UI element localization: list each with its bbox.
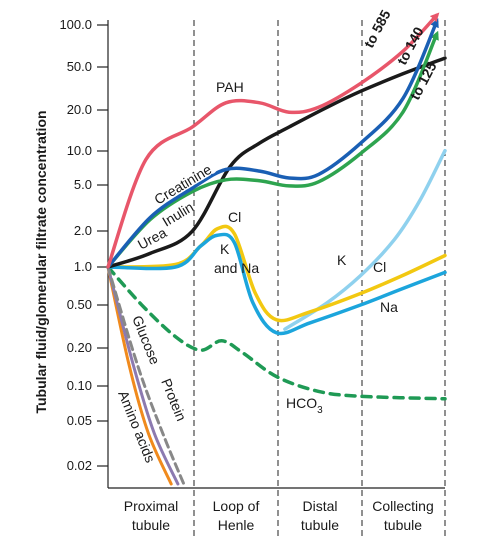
series-line-creatinine xyxy=(106,18,439,269)
y-tick-label: 0.10 xyxy=(67,378,92,393)
y-tick-label: 100.0 xyxy=(59,17,92,32)
y-tick-label: 0.05 xyxy=(67,413,92,428)
y-axis-label: Tubular fluid/glomerular filtrate concen… xyxy=(33,110,49,413)
segment-labels: Proximal tubule Loop of Henle Distal tub… xyxy=(124,498,434,533)
y-ticks: 100.0 50.0 20.0 10.0 5.0 2.0 1.0 0.50 0.… xyxy=(59,17,92,473)
y-tick-label: 0.02 xyxy=(67,458,92,473)
y-tick-label: 50.0 xyxy=(67,59,92,74)
y-tick-label: 5.0 xyxy=(74,177,92,192)
segment-label: Distal xyxy=(302,498,337,514)
series-line-amino-acids xyxy=(106,265,173,486)
segment-label: Henle xyxy=(218,517,255,533)
segment-dividers xyxy=(193,20,446,540)
segment-label: Collecting xyxy=(372,498,433,514)
y-tick-label: 0.20 xyxy=(67,340,92,355)
y-tick-label: 0.50 xyxy=(67,297,92,312)
y-tick-label: 2.0 xyxy=(74,223,92,238)
segment-label: tubule xyxy=(132,517,170,533)
series-label-cl-loop: Cl xyxy=(228,209,241,225)
series-line-urea xyxy=(106,56,447,269)
segment-label: Loop of xyxy=(213,498,260,514)
y-tick-marks xyxy=(97,24,108,467)
series-line-glucose xyxy=(106,265,186,486)
series-label-cl: Cl xyxy=(373,259,386,275)
series-label-hco3: HCO3 xyxy=(286,395,323,416)
series-label-and-na: and Na xyxy=(214,260,259,276)
segment-label: tubule xyxy=(384,517,422,533)
series-line-inulin xyxy=(106,30,439,269)
series-line-na xyxy=(106,232,447,336)
segment-label: tubule xyxy=(301,517,339,533)
series-label-pah: PAH xyxy=(216,79,244,95)
y-tick-label: 1.0 xyxy=(74,259,92,274)
series-line-hco3 xyxy=(106,265,447,401)
series-label-k-loop: K xyxy=(220,241,230,257)
segment-label: Proximal xyxy=(124,498,178,514)
series-layer xyxy=(106,12,447,486)
y-tick-label: 20.0 xyxy=(67,102,92,117)
series-line-k xyxy=(283,148,447,331)
y-tick-label: 10.0 xyxy=(67,143,92,158)
series-label-k: K xyxy=(337,252,347,268)
series-label-na: Na xyxy=(380,299,398,315)
series-line-protein xyxy=(106,265,180,486)
series-label-protein: Protein xyxy=(158,376,189,423)
arrow-label-pah: to 585 xyxy=(361,7,394,50)
series-line-pah xyxy=(106,12,440,269)
annotations: PAH Creatinine Creatinine Inulin Urea Cl… xyxy=(115,7,440,465)
